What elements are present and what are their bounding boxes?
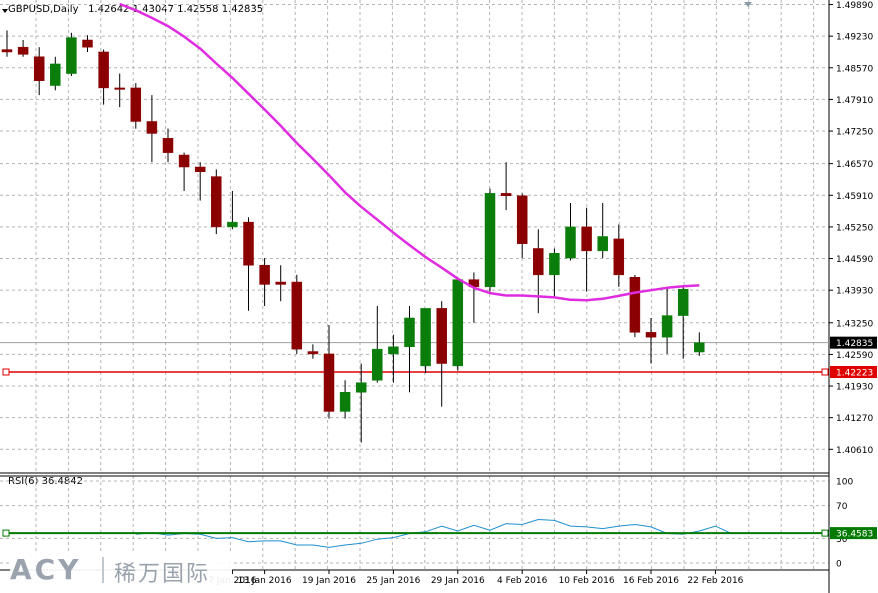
support-line-label: 1.42223: [836, 368, 873, 378]
date-label: 25 Jan 2016: [366, 576, 420, 586]
candle-down: [516, 195, 528, 244]
rsi-label: RSI(6): [8, 476, 39, 487]
price-tick-label: 1.45910: [836, 192, 873, 202]
ohlc-low: 1.42558: [177, 4, 219, 15]
candle-up: [339, 392, 351, 412]
support-line-handle: [2, 368, 10, 376]
rsi-tick-label: 30: [836, 535, 848, 545]
candle-down: [98, 51, 109, 89]
candle-up: [565, 226, 576, 259]
rsi-level-handle: [821, 529, 829, 537]
candle-up: [694, 342, 705, 353]
price-tick-label: 1.41270: [836, 414, 873, 424]
candle-up: [388, 346, 399, 355]
candle-down: [194, 166, 206, 173]
price-tick-label: 1.44590: [836, 255, 873, 265]
candle-down: [130, 87, 142, 122]
current-price-box: [830, 336, 877, 349]
rsi-level-label: 36.4583: [836, 530, 873, 540]
candle-down: [436, 308, 447, 364]
candle-up: [227, 221, 238, 228]
candle-down: [243, 221, 254, 266]
candle-down: [533, 248, 544, 276]
price-tick-label: 1.43930: [836, 287, 873, 297]
date-label: 13 Jan 2016: [238, 576, 292, 586]
price-tick-label: 1.46570: [836, 160, 873, 170]
price-tick-label: 1.49230: [836, 33, 873, 43]
candle-up: [452, 279, 464, 367]
candle-down: [500, 193, 512, 197]
candle-down: [581, 226, 592, 252]
date-label: 4 Feb 2016: [497, 576, 548, 586]
price-tick-label: 1.41930: [836, 383, 873, 393]
shift-marker-icon: [744, 2, 752, 7]
candle-down: [82, 39, 93, 48]
candle-up: [50, 63, 61, 86]
candle-down: [1, 49, 13, 53]
candle-down: [211, 176, 222, 228]
rsi-line: [135, 518, 732, 548]
rsi-tick-label: 100: [836, 478, 853, 488]
date-label: 22 Feb 2016: [687, 576, 743, 586]
candle-down: [178, 154, 190, 168]
watermark-separator: [102, 557, 104, 583]
date-label: 19 Jan 2016: [302, 576, 356, 586]
price-tick-label: 1.47250: [836, 128, 873, 138]
candle-up: [66, 37, 77, 74]
watermark-text: 稀万国际: [114, 562, 211, 587]
candle-down: [114, 87, 125, 90]
candle-down: [17, 46, 29, 55]
price-tick-label: 1.43250: [836, 319, 873, 329]
candle-up: [597, 236, 608, 252]
candle-down: [645, 332, 657, 338]
candle-down: [291, 281, 303, 350]
current-price-label: 1.42835: [836, 339, 873, 349]
candle-down: [259, 265, 270, 285]
candle-down: [629, 276, 641, 333]
rsi-tick-label: 70: [836, 502, 848, 512]
moving-average-line: [119, 2, 700, 302]
candle-down: [162, 137, 174, 153]
ohlc-open: 1.42642: [88, 4, 130, 15]
candle-down: [307, 351, 319, 355]
candle-up: [404, 317, 415, 347]
chart-header: GBPUSD,Daily 1.42642 1.43047 1.42558 1.4…: [8, 4, 263, 15]
date-label: 16 Feb 2016: [623, 576, 679, 586]
date-label: 7 Jan 2016: [208, 576, 256, 586]
support-line-handle: [821, 368, 829, 376]
price-tick-label: 1.48570: [836, 64, 873, 74]
price-tick-label: 1.42590: [836, 351, 873, 361]
candle-up: [420, 308, 431, 367]
chart-title: GBPUSD,Daily: [8, 4, 79, 15]
rsi-level-box: [830, 527, 877, 540]
rsi-tick-label: 0: [836, 560, 842, 570]
price-tick-label: 1.40610: [836, 446, 873, 456]
price-tick-label: 1.45250: [836, 223, 873, 233]
support-line-box: [830, 365, 877, 378]
candle-up: [677, 288, 689, 316]
candle-up: [484, 193, 496, 288]
candle-down: [613, 238, 625, 276]
date-label: 29 Jan 2016: [431, 576, 485, 586]
rsi-level-handle: [2, 529, 10, 537]
candle-up: [549, 253, 560, 276]
candle-down: [33, 56, 45, 81]
candle-up: [355, 382, 367, 393]
header-dropdown-icon: [2, 9, 8, 13]
candle-down: [146, 121, 158, 134]
watermark: ACY 稀万国际: [10, 553, 232, 587]
candle-down: [275, 281, 286, 285]
ohlc-close: 1.42835: [221, 4, 264, 15]
price-tick-label: 1.49890: [836, 1, 873, 11]
watermark-logo: ACY: [10, 553, 82, 586]
candle-up: [372, 348, 383, 381]
ohlc-high: 1.43047: [132, 4, 174, 15]
price-tick-label: 1.47910: [836, 96, 873, 106]
date-label: 10 Feb 2016: [559, 576, 615, 586]
candle-up: [661, 315, 673, 338]
candle-down: [323, 353, 335, 412]
